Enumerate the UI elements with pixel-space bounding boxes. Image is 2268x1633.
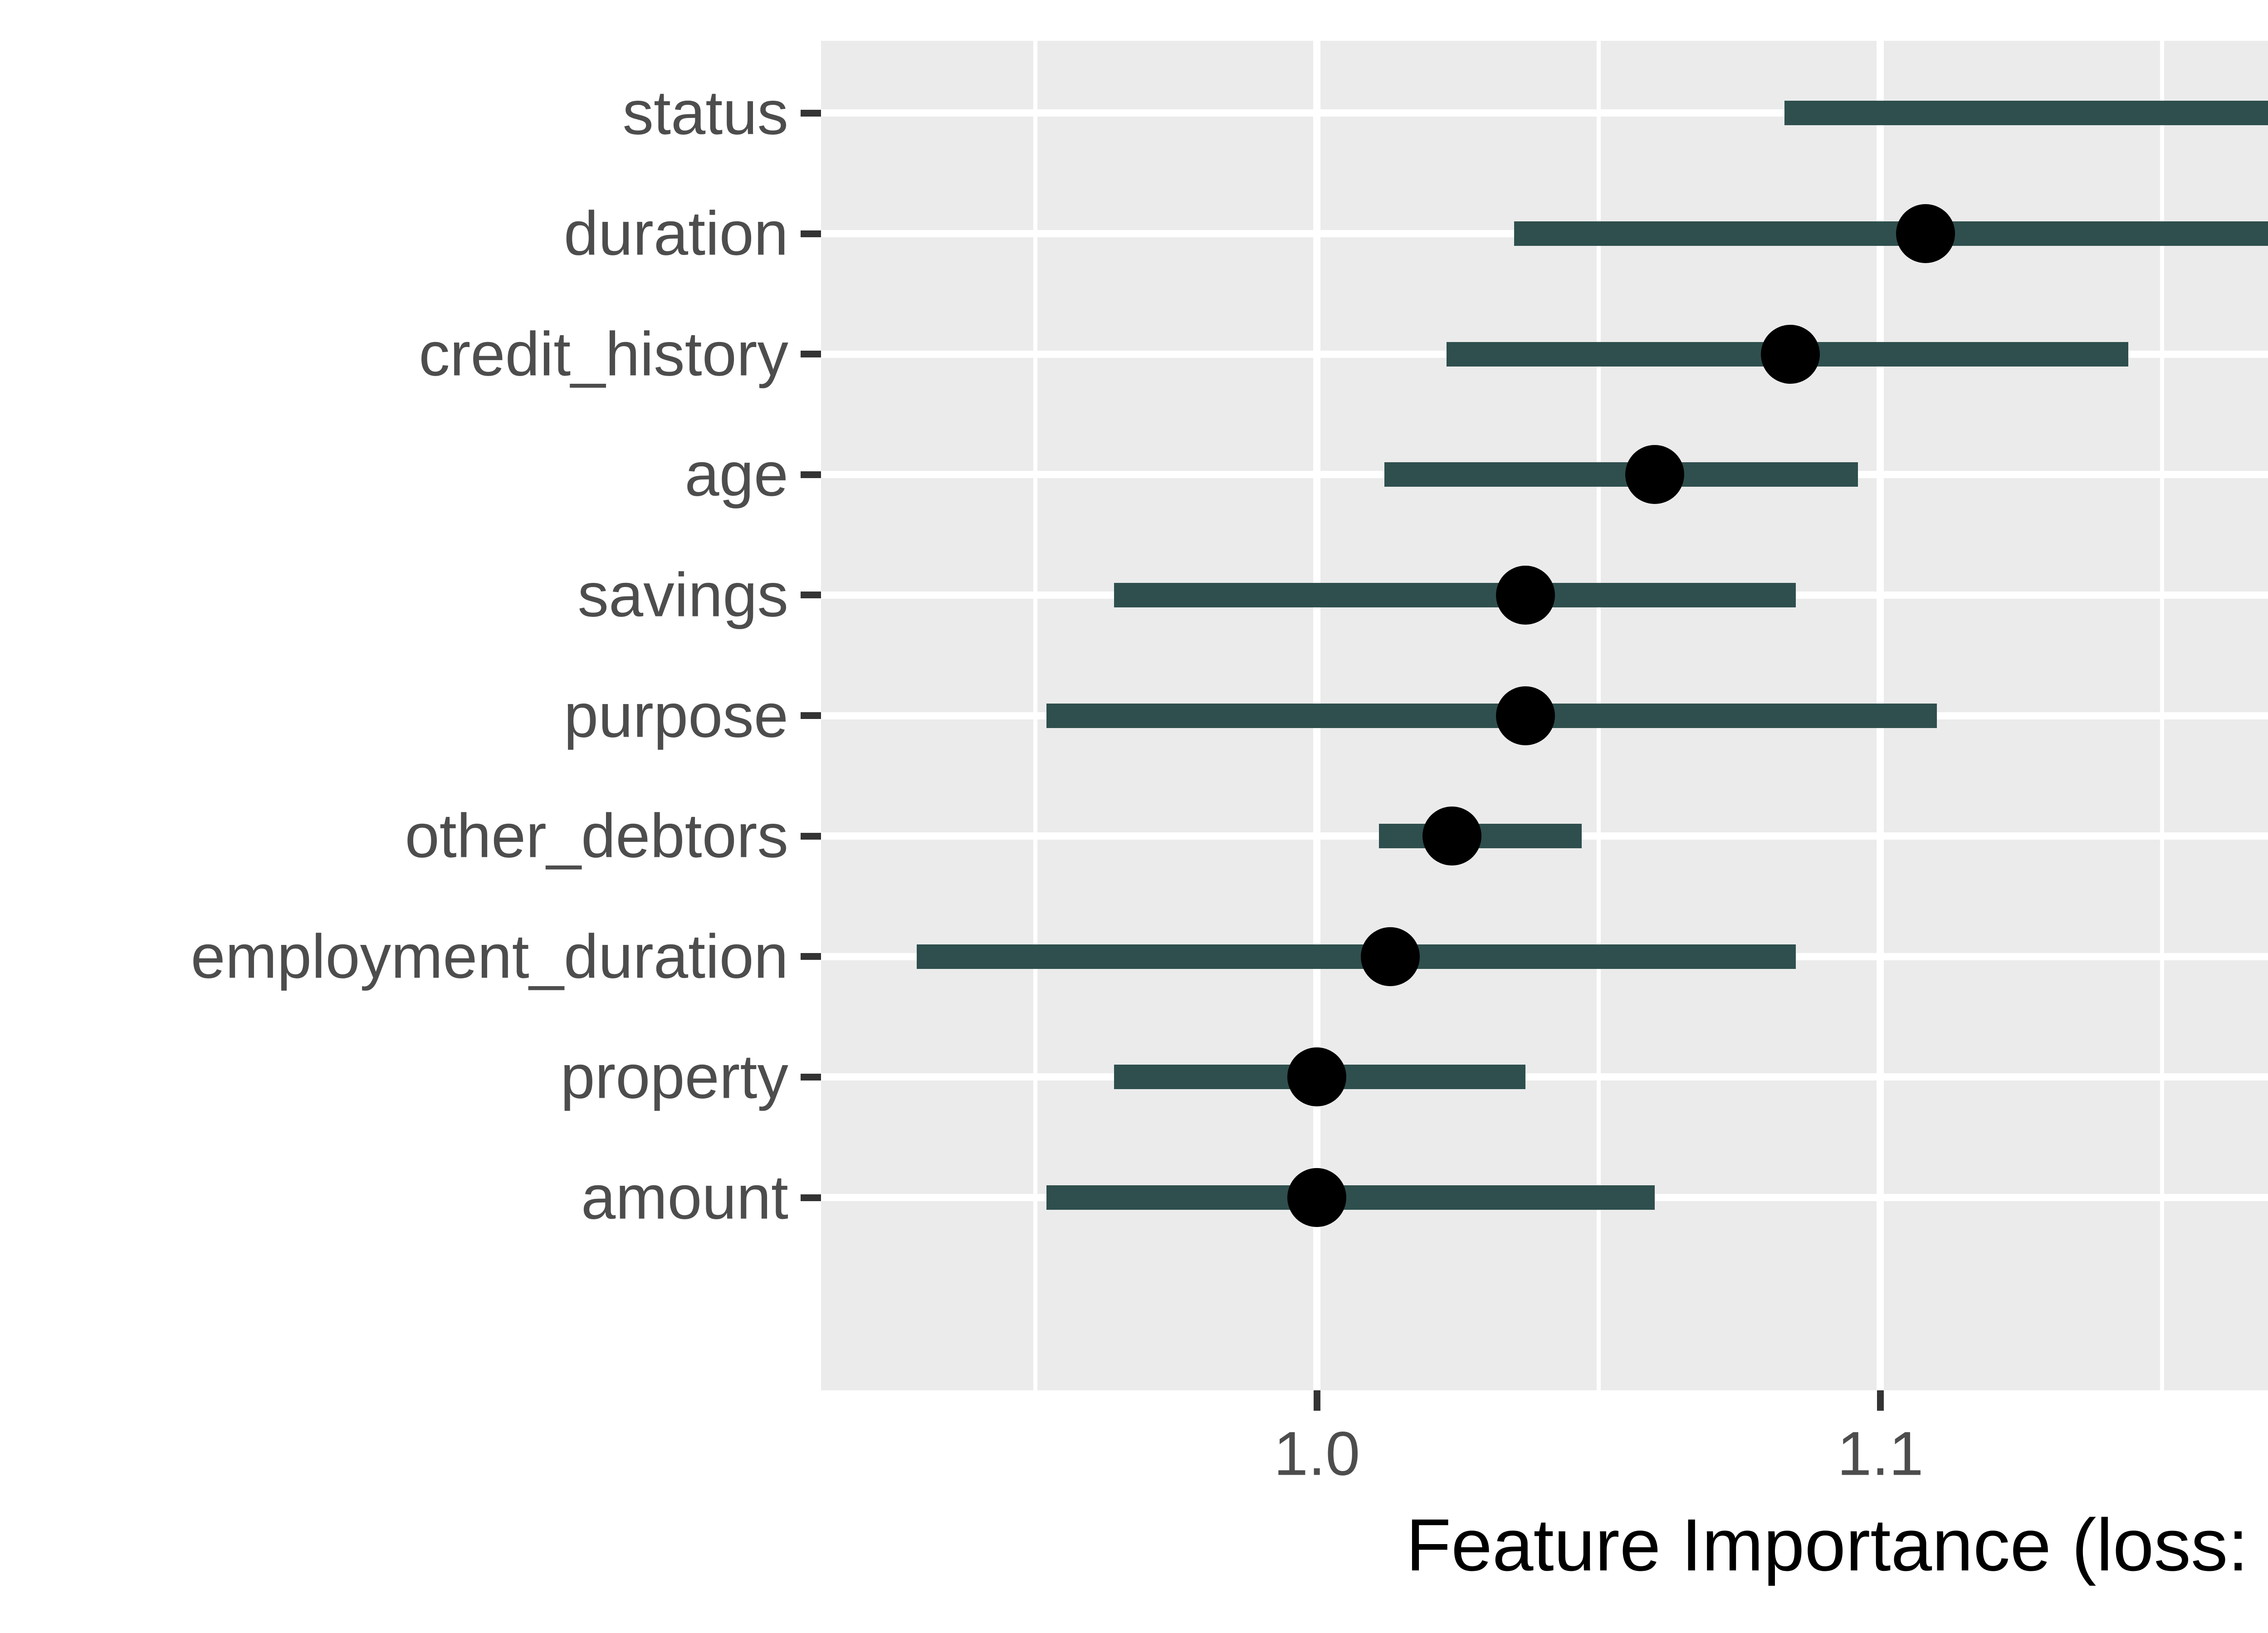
importance-point xyxy=(1896,204,1955,263)
x-axis-title: Feature Importance (loss: ce) xyxy=(1406,1503,2268,1586)
importance-interval-bar xyxy=(1784,101,2268,126)
y-axis-tick xyxy=(801,230,821,237)
importance-point xyxy=(1287,1047,1347,1107)
importance-interval-bar xyxy=(1114,582,1796,607)
x-axis-tick xyxy=(1313,1390,1320,1411)
importance-interval-bar xyxy=(1046,703,1937,728)
y-axis-tick xyxy=(801,592,821,599)
importance-point xyxy=(1360,927,1420,986)
importance-interval-bar xyxy=(1046,1185,1655,1210)
importance-interval-bar xyxy=(917,944,1796,969)
y-axis-category-label: property xyxy=(560,1042,788,1112)
y-axis-tick xyxy=(801,1194,821,1201)
y-axis-tick xyxy=(801,1073,821,1081)
x-axis-tick xyxy=(1877,1390,1884,1411)
y-axis-category-label: age xyxy=(684,440,788,509)
horizontal-major-gridline xyxy=(821,1073,2268,1081)
y-axis-category-label: amount xyxy=(581,1163,788,1232)
importance-point xyxy=(1496,565,1555,625)
x-axis-tick-label: 1.0 xyxy=(1273,1419,1360,1489)
y-axis-category-label: duration xyxy=(563,199,788,269)
y-axis-tick xyxy=(801,109,821,117)
y-axis-tick xyxy=(801,471,821,478)
y-axis-category-label: credit_history xyxy=(419,319,788,389)
importance-point xyxy=(1760,324,1820,384)
y-axis-category-label: savings xyxy=(577,560,788,630)
importance-point xyxy=(1496,686,1555,745)
y-axis-category-label: purpose xyxy=(563,681,788,750)
x-axis-tick-label: 1.1 xyxy=(1837,1419,1924,1489)
importance-point xyxy=(1625,445,1685,504)
importance-interval-bar xyxy=(1514,221,2268,246)
y-axis-tick xyxy=(801,351,821,358)
y-axis-tick xyxy=(801,832,821,840)
y-axis-category-label: other_debtors xyxy=(405,801,788,871)
y-axis-category-label: employment_duration xyxy=(191,922,789,992)
y-axis-tick xyxy=(801,953,821,960)
y-axis-category-label: status xyxy=(622,78,788,148)
importance-interval-bar xyxy=(1384,462,1858,487)
y-axis-tick xyxy=(801,712,821,719)
importance-point xyxy=(1422,807,1482,866)
importance-point xyxy=(1287,1168,1347,1227)
